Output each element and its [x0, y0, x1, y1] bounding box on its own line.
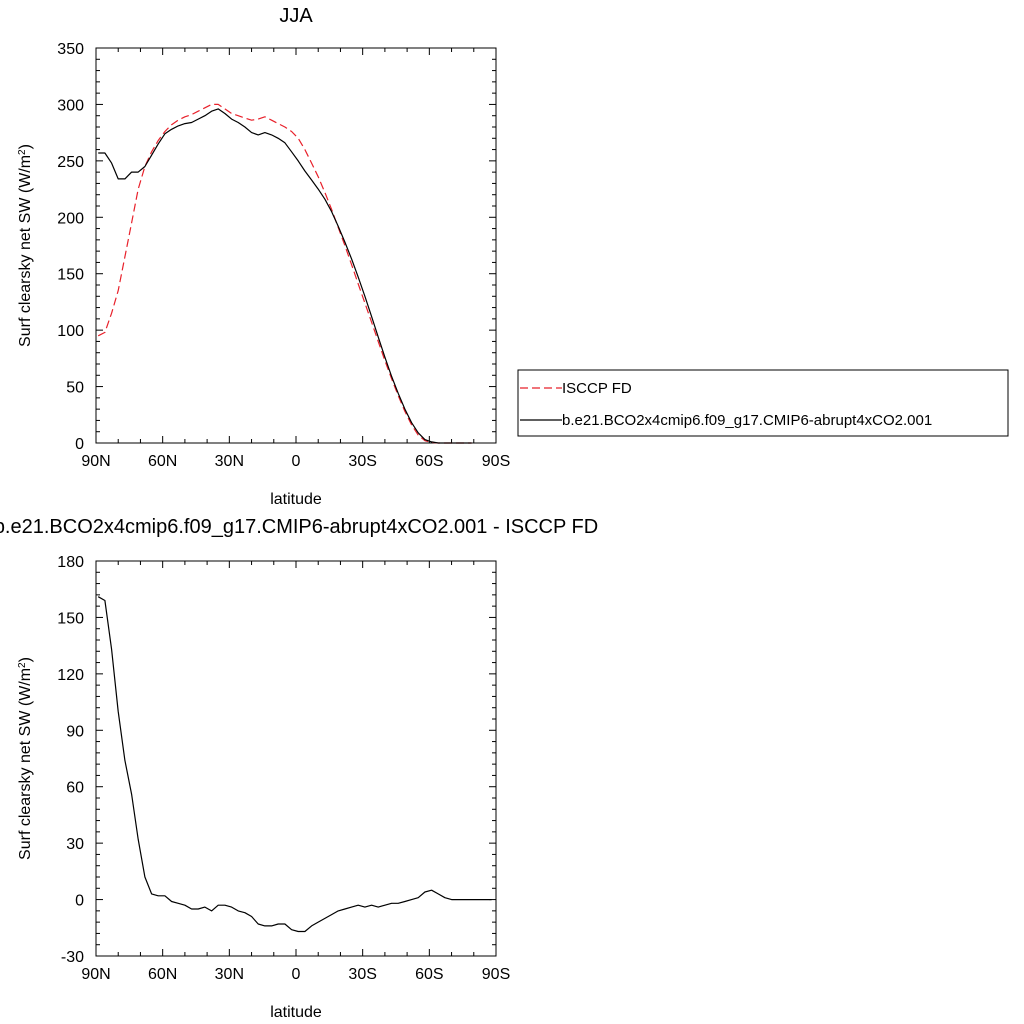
x-axis-label: latitude: [270, 491, 322, 508]
x-tick-label: 90N: [81, 453, 110, 470]
x-tick-label: 0: [292, 453, 301, 470]
plot-frame: [95, 47, 497, 444]
x-tick-label: 30N: [215, 966, 244, 983]
x-tick-label: 60S: [415, 966, 443, 983]
x-tick-label: 60N: [148, 453, 177, 470]
y-tick-label: 200: [57, 210, 84, 227]
x-tick-label: 30S: [348, 966, 376, 983]
x-tick-label: 90S: [482, 453, 510, 470]
x-tick-label: 60N: [148, 966, 177, 983]
series-line-0: [97, 103, 472, 444]
chart-panel-difference: b.e21.BCO2x4cmip6.f09_g17.CMIP6-abrupt4x…: [0, 516, 598, 1021]
legend-label-0: ISCCP FD: [562, 380, 632, 397]
x-tick-label: 0: [292, 966, 301, 983]
x-tick-label: 90N: [81, 966, 110, 983]
y-axis-label: Surf clearsky net SW (W/m2): [17, 657, 35, 860]
chart-title: JJA: [279, 5, 313, 27]
y-tick-label: 90: [66, 723, 84, 740]
y-tick-label: 150: [57, 267, 84, 284]
y-tick-label: 250: [57, 154, 84, 171]
y-tick-label: 60: [66, 780, 84, 797]
series-line-0: [97, 596, 492, 933]
legend-box: [517, 369, 1009, 437]
y-tick-label: 150: [57, 610, 84, 627]
plot-frame: [95, 560, 497, 957]
legend-label-1: b.e21.BCO2x4cmip6.f09_g17.CMIP6-abrupt4x…: [562, 412, 932, 429]
y-axis-label: Surf clearsky net SW (W/m2): [17, 144, 35, 347]
x-tick-label: 30N: [215, 453, 244, 470]
chart-panel-mean: JJA 90N 60N 30N 0 30S 60S 90S 0 50 100 150 200 250 300…: [17, 5, 1009, 508]
x-tick-label: 60S: [415, 453, 443, 470]
x-tick-label: 90S: [482, 966, 510, 983]
y-tick-label: 300: [57, 97, 84, 114]
y-tick-label: 100: [57, 323, 84, 340]
x-tick-label: 30S: [348, 453, 376, 470]
y-tick-label: 50: [66, 380, 84, 397]
y-tick-label: 0: [75, 436, 84, 453]
y-tick-label: 120: [57, 667, 84, 684]
y-tick-label: 350: [57, 41, 84, 58]
series-line-1: [98, 108, 472, 444]
chart-title: b.e21.BCO2x4cmip6.f09_g17.CMIP6-abrupt4x…: [0, 516, 598, 538]
y-tick-label: 0: [75, 893, 84, 910]
x-axis-label: latitude: [270, 1004, 322, 1021]
y-tick-label: 30: [66, 836, 84, 853]
y-tick-label: 180: [57, 554, 84, 571]
y-tick-label: -30: [61, 949, 84, 966]
